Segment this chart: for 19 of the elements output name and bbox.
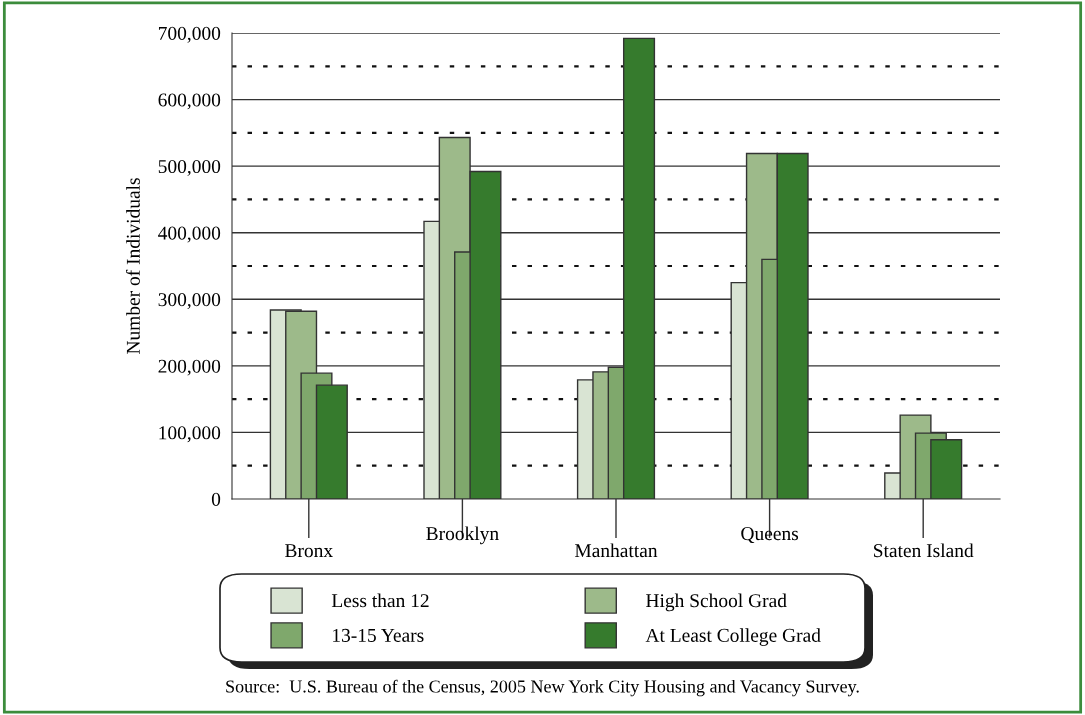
- y-tick-label: 600,000: [158, 93, 221, 110]
- legend-label: 13-15 Years: [333, 628, 424, 642]
- y-tick-label: 400,000: [158, 226, 221, 243]
- x-tick-label: Queens: [741, 527, 799, 544]
- legend-label: High School Grad: [646, 593, 787, 612]
- x-tick-label: Manhattan: [574, 543, 658, 558]
- y-tick-label: 500,000: [158, 159, 221, 176]
- source-note: Source: U.S. Bureau of the Census, 2005 New York City Housing and Vacancy Survey.: [226, 679, 859, 697]
- legend-label: Less than 12: [331, 593, 429, 608]
- y-tick-label: 300,000: [158, 293, 221, 310]
- x-tick-label: Staten Island: [874, 543, 974, 558]
- y-axis-title: Number of Individuals: [125, 178, 140, 354]
- legend-label: At Least College Grad: [645, 628, 821, 646]
- x-tick-label: Brooklyn: [426, 526, 499, 545]
- y-tick-label: 100,000: [159, 426, 221, 443]
- y-tick-label: 200,000: [158, 359, 221, 376]
- x-tick-label: Bronx: [285, 544, 333, 558]
- y-tick-label: 0: [211, 492, 221, 506]
- y-tick-label: 700,000: [158, 26, 221, 43]
